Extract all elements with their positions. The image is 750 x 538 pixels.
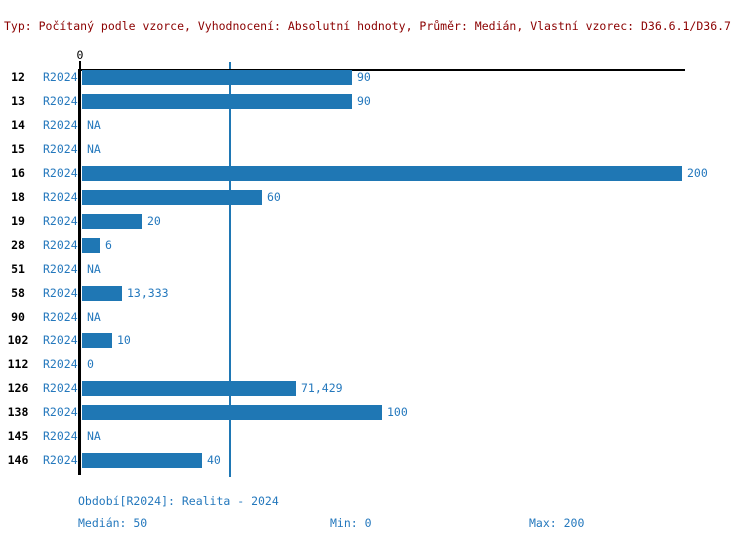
row-id-label: 15 — [11, 141, 25, 156]
bar-value-label: 60 — [267, 189, 281, 204]
median-stat-label: Medián: 50 — [78, 516, 148, 530]
row-id-label: 16 — [11, 165, 25, 180]
row-id-label: 19 — [11, 213, 25, 228]
row-period-label: R2024 — [43, 285, 78, 300]
value-bar — [82, 381, 296, 397]
row-id-label: 102 — [7, 333, 29, 348]
row-id-label: 145 — [7, 429, 29, 444]
value-bar — [82, 165, 682, 181]
row-id-label: 146 — [7, 453, 29, 468]
chart-row: 102 R2024 10 — [0, 331, 750, 355]
row-period-label: R2024 — [43, 189, 78, 204]
min-stat-label: Min: 0 — [330, 516, 372, 530]
value-bar — [82, 285, 122, 301]
y-axis-line — [78, 69, 81, 475]
bar-value-label: NA — [87, 261, 101, 276]
value-bar — [82, 189, 262, 205]
bar-value-label: 40 — [207, 453, 221, 468]
x-axis-zero-tick-label: 0 — [76, 48, 84, 62]
chart-row: 145 R2024 NA — [0, 427, 750, 451]
bar-value-label: 6 — [105, 237, 112, 252]
bar-value-label: NA — [87, 309, 101, 324]
bar-value-label: 90 — [357, 93, 371, 108]
row-id-label: 51 — [11, 261, 25, 276]
row-period-label: R2024 — [43, 70, 78, 84]
row-period-label: R2024 — [43, 381, 78, 396]
row-id-label: 90 — [11, 309, 25, 324]
period-legend-label: Období[R2024]: Realita - 2024 — [78, 494, 279, 508]
row-period-label: R2024 — [43, 405, 78, 420]
row-id-label: 28 — [11, 237, 25, 252]
bar-value-label: NA — [87, 141, 101, 156]
row-period-label: R2024 — [43, 117, 78, 132]
row-period-label: R2024 — [43, 261, 78, 276]
chart-row: 112 R2024 0 — [0, 355, 750, 379]
row-period-label: R2024 — [43, 357, 78, 372]
row-id-label: 126 — [7, 381, 29, 396]
median-reference-line — [229, 62, 231, 477]
chart-row: 126 R2024 71,429 — [0, 379, 750, 403]
bar-value-label: 100 — [387, 405, 408, 420]
row-id-label: 14 — [11, 117, 25, 132]
bar-value-label: 10 — [117, 333, 131, 348]
chart-row: 19 R2024 20 — [0, 212, 750, 236]
x-axis-line — [78, 69, 685, 71]
chart-row: 15 R2024 NA — [0, 140, 750, 164]
value-bar — [82, 333, 112, 349]
value-bar — [82, 405, 382, 421]
row-period-label: R2024 — [43, 237, 78, 252]
chart-row: 138 R2024 100 — [0, 403, 750, 427]
chart-row: 28 R2024 6 — [0, 236, 750, 260]
row-period-label: R2024 — [43, 309, 78, 324]
chart-row: 58 R2024 13,333 — [0, 284, 750, 308]
row-period-label: R2024 — [43, 213, 78, 228]
bar-value-label: NA — [87, 117, 101, 132]
x-axis-zero-tick-mark — [79, 61, 81, 69]
row-period-label: R2024 — [43, 429, 78, 444]
row-id-label: 112 — [7, 357, 29, 372]
value-bar — [82, 70, 352, 85]
chart-row: 146 R2024 40 — [0, 451, 750, 475]
bar-value-label: 90 — [357, 70, 371, 84]
chart-row: 18 R2024 60 — [0, 188, 750, 212]
chart-row: 13 R2024 90 — [0, 92, 750, 116]
row-period-label: R2024 — [43, 333, 78, 348]
row-id-label: 18 — [11, 189, 25, 204]
chart-row: 16 R2024 200 — [0, 164, 750, 188]
value-bar — [82, 237, 100, 253]
row-period-label: R2024 — [43, 93, 78, 108]
value-bar — [82, 453, 202, 469]
row-period-label: R2024 — [43, 453, 78, 468]
row-id-label: 12 — [11, 70, 25, 84]
chart-row: 90 R2024 NA — [0, 308, 750, 332]
chart-row: 12 R2024 90 — [0, 68, 750, 92]
row-period-label: R2024 — [43, 141, 78, 156]
value-bar — [82, 93, 352, 109]
max-stat-label: Max: 200 — [529, 516, 585, 530]
chart-row: 14 R2024 NA — [0, 116, 750, 140]
bar-value-label: 20 — [147, 213, 161, 228]
row-id-label: 13 — [11, 93, 25, 108]
chart-row: 51 R2024 NA — [0, 260, 750, 284]
chart-config-text: Typ: Počítaný podle vzorce, Vyhodnocení:… — [4, 19, 731, 33]
bar-value-label: 0 — [87, 357, 94, 372]
bar-value-label: 71,429 — [301, 381, 343, 396]
row-id-label: 138 — [7, 405, 29, 420]
value-bar — [82, 213, 142, 229]
bar-value-label: 200 — [687, 165, 708, 180]
bar-value-label: 13,333 — [127, 285, 169, 300]
bar-value-label: NA — [87, 429, 101, 444]
row-id-label: 58 — [11, 285, 25, 300]
row-period-label: R2024 — [43, 165, 78, 180]
